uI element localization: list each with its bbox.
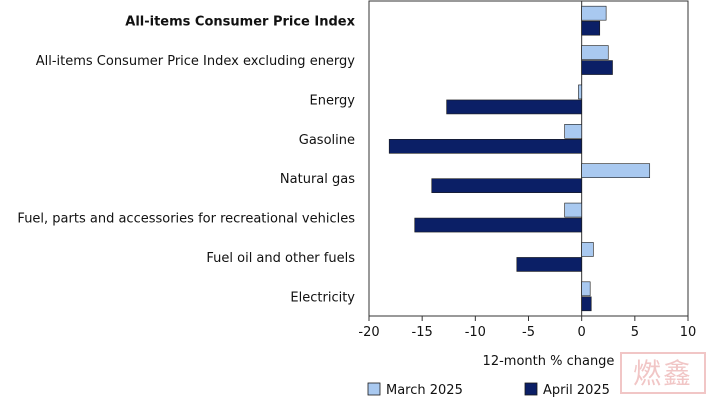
bar-march bbox=[564, 124, 582, 139]
x-tick-label: -10 bbox=[465, 325, 486, 340]
bar-march bbox=[564, 202, 582, 218]
legend-label: March 2025 bbox=[386, 383, 463, 398]
x-tick-label: 5 bbox=[631, 325, 639, 340]
bar-march bbox=[581, 45, 609, 60]
legend-swatch bbox=[524, 382, 538, 396]
x-tick-label: 10 bbox=[680, 325, 697, 340]
category-label: Energy bbox=[309, 93, 355, 108]
bars bbox=[388, 5, 651, 312]
legend: March 2025 April 2025 bbox=[367, 382, 610, 398]
x-tick-label: -15 bbox=[412, 325, 433, 340]
category-label: Gasoline bbox=[299, 133, 355, 148]
bar-april bbox=[581, 20, 601, 36]
legend-label: April 2025 bbox=[543, 383, 610, 398]
category-label: Fuel oil and other fuels bbox=[206, 251, 355, 266]
category-label: All-items Consumer Price Index excluding… bbox=[36, 54, 356, 69]
bar-march bbox=[581, 5, 607, 21]
bar-april bbox=[414, 217, 582, 233]
bar-march bbox=[581, 281, 591, 297]
bar-april bbox=[431, 178, 582, 193]
bar-april bbox=[516, 257, 582, 272]
legend-swatch bbox=[367, 382, 381, 396]
x-axis: -20 -15 -10 -5 0 5 10 bbox=[358, 316, 696, 340]
category-label: Natural gas bbox=[280, 172, 355, 187]
category-label: Fuel, parts and accessories for recreati… bbox=[17, 212, 355, 227]
category-label: All-items Consumer Price Index bbox=[125, 15, 355, 30]
bar-april bbox=[388, 139, 582, 154]
bar-april bbox=[581, 60, 613, 75]
x-tick-label: -20 bbox=[358, 325, 379, 340]
x-tick-label: -5 bbox=[522, 325, 535, 340]
bar-april bbox=[581, 296, 592, 312]
watermark-stamp: 燃鑫 bbox=[620, 352, 706, 394]
x-axis-label: 12-month % change bbox=[483, 354, 615, 369]
bar-march bbox=[581, 163, 651, 178]
category-labels: All-items Consumer Price Index All-items … bbox=[17, 15, 355, 306]
x-tick-label: 0 bbox=[578, 325, 586, 340]
bar-april bbox=[446, 99, 582, 115]
bar-march bbox=[581, 242, 594, 257]
category-label: Electricity bbox=[290, 290, 355, 305]
bar-march bbox=[578, 84, 582, 100]
